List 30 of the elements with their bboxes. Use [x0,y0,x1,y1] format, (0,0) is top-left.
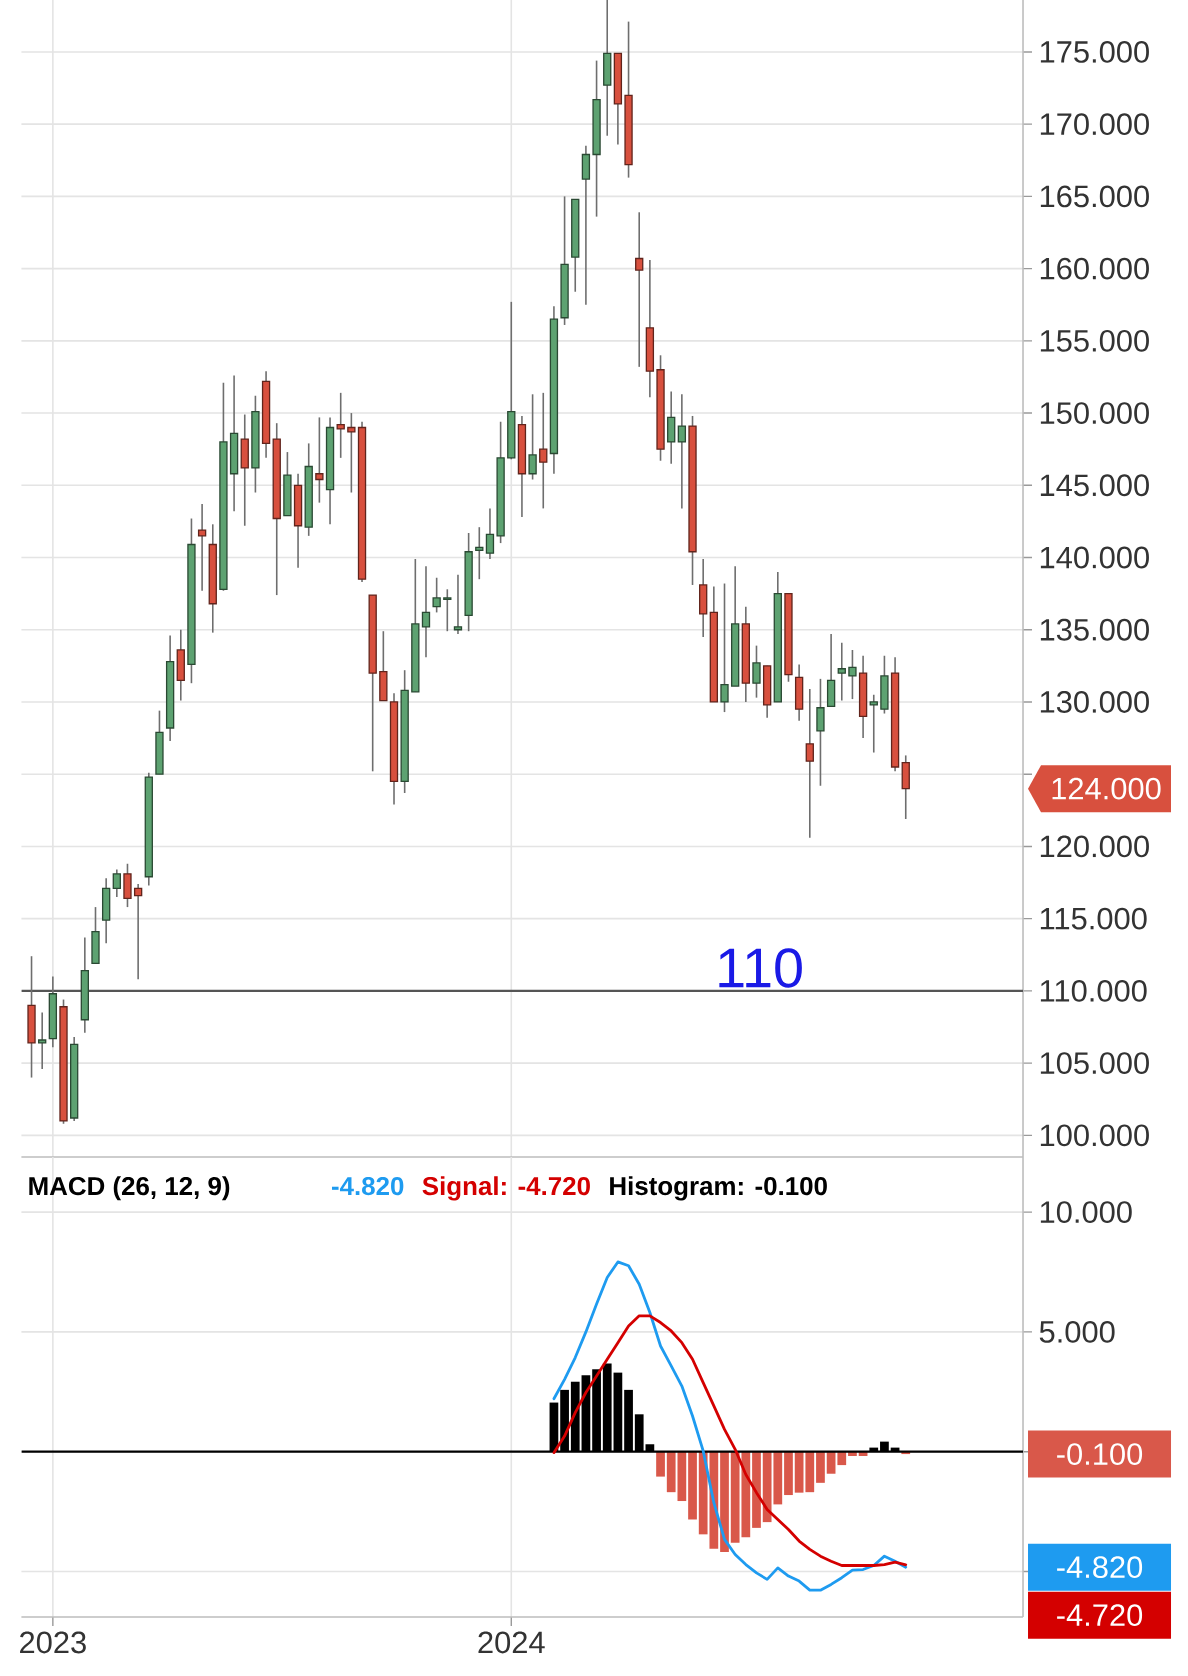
y-tick-label: 170.000 [1040,113,1149,136]
y-tick-label: 175.000 [1040,41,1149,63]
annotation: -4.720 [518,1176,590,1196]
y-tick-label: 130.000 [1040,691,1149,713]
y-tick-label: 140.000 [1040,546,1149,569]
x-tick-label: 2024 [478,1631,545,1654]
y-tick-label: 10.000 [1040,1201,1132,1224]
y-tick-label: 135.000 [1040,618,1149,641]
annotation: -0.100 [755,1176,827,1196]
y-tick-label: 5.000 [1039,1320,1115,1343]
text: -0.100 [1057,1443,1143,1466]
y-tick-label: 160.000 [1040,257,1149,280]
y-tick-label: 115.000 [1040,907,1147,930]
text: -4.820 [1057,1556,1143,1579]
text: Histogram: [610,1176,743,1201]
y-tick-label: 110.000 [1040,979,1147,1002]
y-tick-label: 105.000 [1040,1052,1149,1075]
y-tick-label: 155.000 [1040,329,1149,352]
text: MACD (26, 12, 9) [29,1176,230,1201]
text: Signal: [422,1176,506,1201]
y-tick-label: 145.000 [1040,474,1149,497]
text: 124.000 [1052,777,1161,800]
y-tick-label: 100.000 [1040,1124,1149,1147]
ref-line-label: 110 [719,948,802,988]
y-tick-label: 150.000 [1040,402,1149,424]
x-tick-label: 2023 [20,1631,86,1654]
text: -4.720 [1057,1604,1143,1627]
annotation: -4.820 [331,1176,404,1196]
y-tick-label: 120.000 [1040,835,1149,858]
y-tick-label: 165.000 [1040,185,1149,208]
